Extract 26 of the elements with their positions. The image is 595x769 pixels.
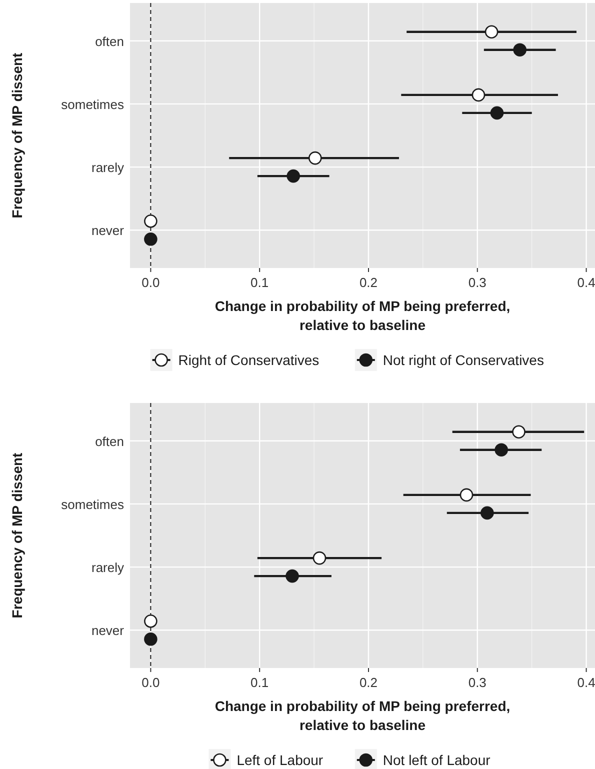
y-tick-label: never [91, 623, 125, 638]
x-tick-label: 0.4 [577, 675, 595, 690]
x-tick-label: 0.1 [250, 275, 269, 290]
y-tick-label: sometimes [61, 496, 124, 512]
x-axis-title: Change in probability of MP being preferred, relative to baseline [214, 698, 510, 733]
y-tick-label: never [91, 223, 125, 238]
x-tick-label: 0.3 [468, 675, 486, 690]
x-tick-label: 0.4 [577, 275, 595, 290]
x-tick-label: 0.0 [142, 275, 160, 290]
x-tick-label: 0.2 [359, 675, 378, 690]
x-tick-label: 0.2 [359, 275, 378, 290]
legend-label: Not right of Conservatives [382, 352, 544, 368]
x-tick-label: 0.1 [250, 675, 269, 690]
y-tick-label: often [95, 34, 124, 49]
x-axis-title: Change in probability of MP being preferred, relative to baseline [214, 298, 510, 333]
y-tick-label: sometimes [61, 96, 124, 112]
legend-label: Left of Labour [236, 752, 324, 768]
y-axis-title: Frequency of MP dissent [9, 452, 25, 618]
x-tick-label: 0.3 [468, 275, 486, 290]
y-tick-label: rarely [91, 160, 124, 176]
x-tick-label: 0.0 [142, 675, 160, 690]
y-axis-title: Frequency of MP dissent [9, 52, 25, 218]
y-tick-label: rarely [91, 560, 124, 576]
legend-label: Right of Conservatives [178, 352, 320, 368]
legend-label: Not left of Labour [382, 752, 491, 768]
y-tick-label: often [95, 434, 124, 449]
